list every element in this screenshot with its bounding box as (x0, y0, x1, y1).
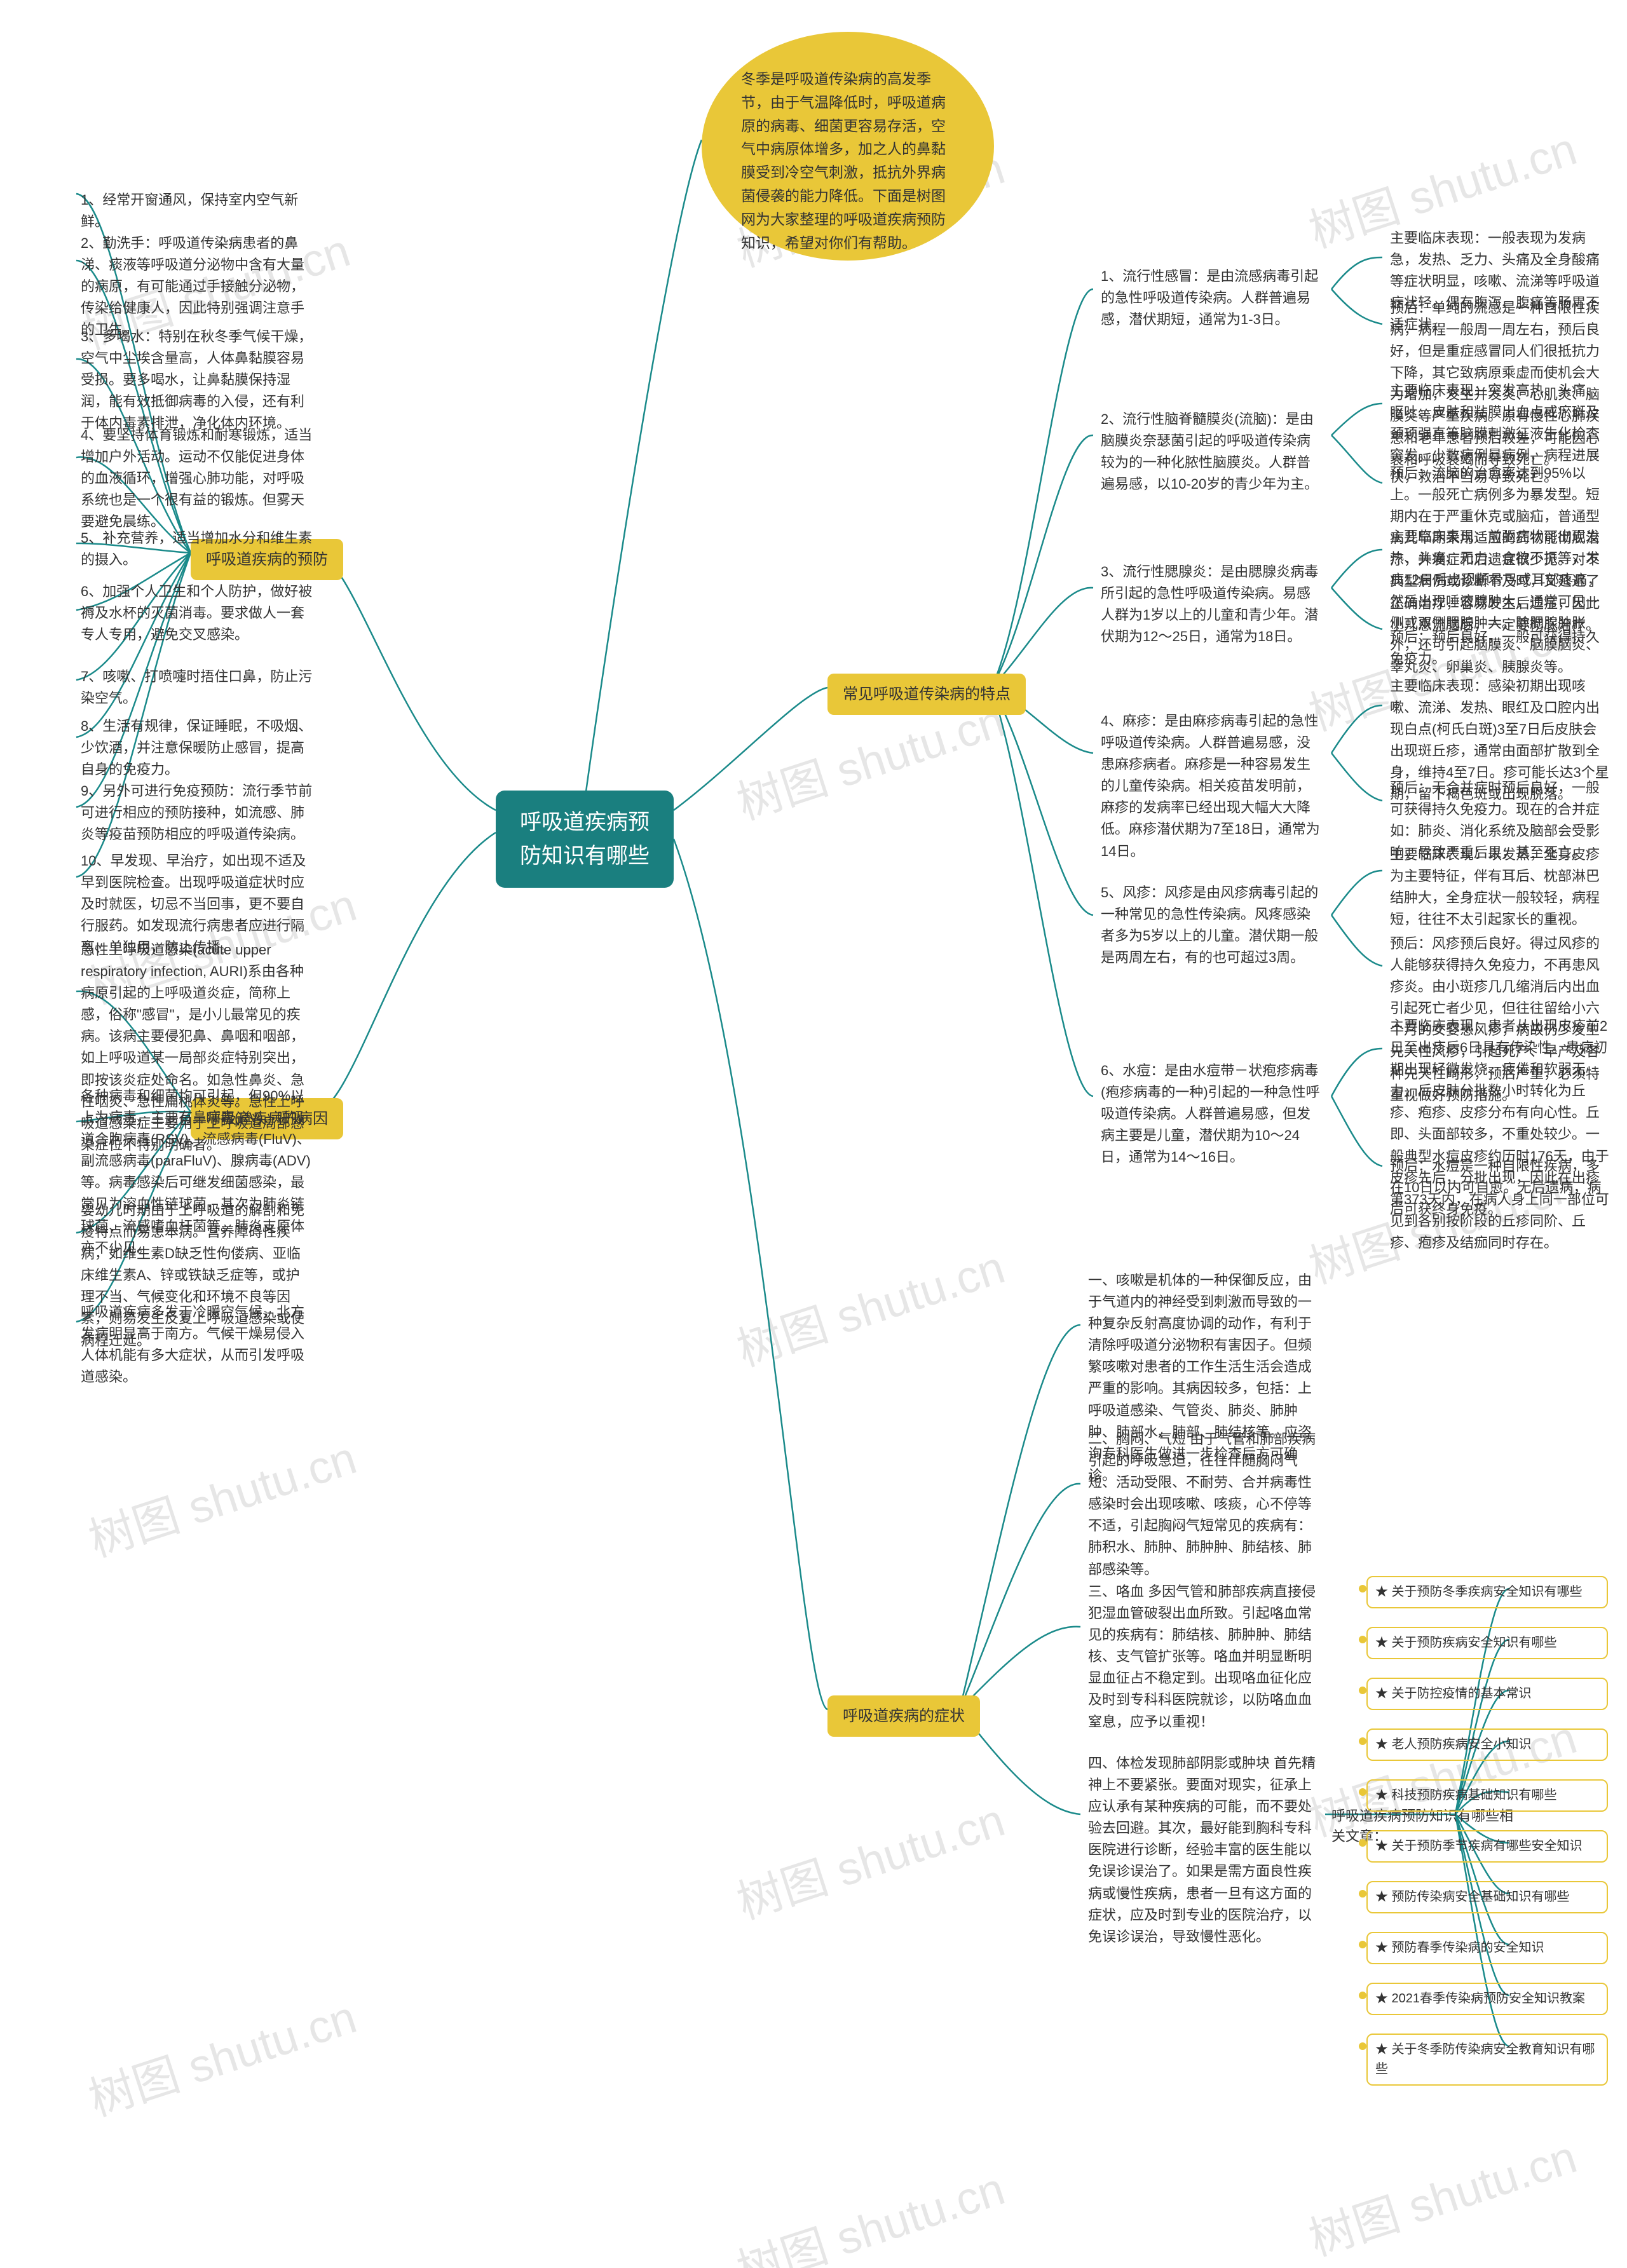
related-item: ★ 关于预防冬季疾病安全知识有哪些 (1366, 1576, 1608, 1608)
common-item-detail: 预后：预后良好，一般可获得持久免疫力。 (1382, 621, 1617, 675)
common-item: 6、水痘：是由水痘带－状疱疹病毒(疱疹病毒的一种)引起的一种急性呼吸道传染病。人… (1093, 1055, 1331, 1173)
related-item: ★ 科技预防疾病基础知识有哪些 (1366, 1779, 1608, 1812)
symptom-item: 四、体检发现肺部阴影或肿块 首先精神上不要紧张。要面对现实，征承上应认承有某种疾… (1080, 1748, 1325, 1953)
bullet-icon (1359, 1636, 1366, 1643)
related-item: ★ 关于冬季防传染病安全教育知识有哪些 (1366, 2034, 1608, 2086)
bullet-icon (1359, 1687, 1366, 1694)
prevention-item: 8、生活有规律，保证睡眠，不吸烟、少饮酒，并注意保暖防止感冒，提高自身的免疫力。 (73, 710, 321, 785)
branch-symptoms: 呼吸道疾病的症状 (827, 1695, 980, 1737)
related-item: ★ 老人预防疾病安全小知识 (1366, 1728, 1608, 1761)
common-item-detail: 主要临床表现：以发热，全身皮疹为主要特征，伴有耳后、枕部淋巴结肿大，全身症状一般… (1382, 839, 1617, 935)
symptom-item: 二、胸闷、气短 由于气管和肺部疾病引起的呼吸急迫，往往伴随胸闷气短、活动受限、不… (1080, 1423, 1325, 1586)
watermark: 树图 shutu.cn (727, 1230, 1011, 1379)
common-item: 1、流行性感冒：是由流感病毒引起的急性呼吸道传染病。人群普遍易感，潜伏期短，通常… (1093, 261, 1331, 336)
bullet-icon (1359, 1890, 1366, 1898)
watermark: 树图 shutu.cn (727, 2151, 1011, 2268)
prevention-item: 6、加强个人卫生和个人防护，做好被褥及水杯的灭菌消毒。要求做人一套专人专用，避免… (73, 576, 321, 651)
prevention-item: 7、咳嗽、打喷嚏时捂住口鼻，防止污染空气。 (73, 661, 321, 714)
bullet-icon (1359, 1839, 1366, 1847)
related-item: ★ 关于预防季节疾病有哪些安全知识 (1366, 1830, 1608, 1863)
related-item: ★ 2021春季传染病预防安全知识教案 (1366, 1983, 1608, 2015)
related-item: ★ 预防传染病安全基础知识有哪些 (1366, 1881, 1608, 1913)
watermark: 树图 shutu.cn (727, 1782, 1011, 1932)
bullet-icon (1359, 1788, 1366, 1796)
common-item-detail: 预后：水痘是一种自限性疾病，多在10日以内可自愈。无后遗病，病后可获终身免疫。 (1382, 1150, 1617, 1225)
branch-common: 常见呼吸道传染病的特点 (827, 674, 1026, 715)
common-item: 5、风疹：风疹是由风疹病毒引起的一种常见的急性传染病。风疼感染者多为5岁以上的儿… (1093, 877, 1331, 974)
common-item: 3、流行性腮腺炎：是由腮腺炎病毒所引起的急性呼吸道传染病。易感人群为1岁以上的儿… (1093, 556, 1331, 653)
bullet-icon (1359, 2042, 1366, 2050)
related-item: ★ 关于防控疫情的基本常识 (1366, 1678, 1608, 1710)
bullet-icon (1359, 1992, 1366, 1999)
related-item: ★ 预防春季传染病的安全知识 (1366, 1932, 1608, 1964)
related-item: ★ 关于预防疾病安全知识有哪些 (1366, 1627, 1608, 1659)
bullet-icon (1359, 1941, 1366, 1948)
common-item: 4、麻疹：是由麻疹病毒引起的急性呼吸道传染病。人群普遍易感，没患麻疹病者。麻疹是… (1093, 705, 1331, 867)
prevention-item: 5、补充营养，适当增加水分和维生素的摄入。 (73, 522, 321, 576)
cause-item: 呼吸道疾病多发于冷暖空气候，北方发病明显高于南方。气候干燥易侵入人体机能有多大症… (73, 1296, 321, 1393)
root-node: 呼吸道疾病预防知识有哪些 (496, 791, 674, 888)
watermark: 树图 shutu.cn (1299, 2119, 1583, 2268)
prevention-item: 9、另外可进行免疫预防：流行季节前可进行相应的预防接种，如流感、肺炎等疫苗预防相… (73, 775, 321, 850)
watermark: 树图 shutu.cn (79, 1979, 363, 2129)
prevention-item: 4、要坚持体育锻炼和耐寒锻炼，适当增加户外活动。运动不仅能促进身体的血液循环，增… (73, 419, 321, 538)
bullet-icon (1359, 1585, 1366, 1592)
intro-node: 冬季是呼吸道传染病的高发季节，由于气温降低时，呼吸道病原的病毒、细菌更容易存活，… (702, 32, 994, 261)
symptom-item: 三、咯血 多因气管和肺部疾病直接侵犯湿血管破裂出血所致。引起咯血常见的疾病有：肺… (1080, 1576, 1325, 1738)
common-item: 2、流行性脑脊髓膜炎(流脑)：是由脑膜炎奈瑟菌引起的呼吸道传染病较为的一种化脓性… (1093, 404, 1331, 500)
watermark: 树图 shutu.cn (79, 1420, 363, 1570)
bullet-icon (1359, 1737, 1366, 1745)
